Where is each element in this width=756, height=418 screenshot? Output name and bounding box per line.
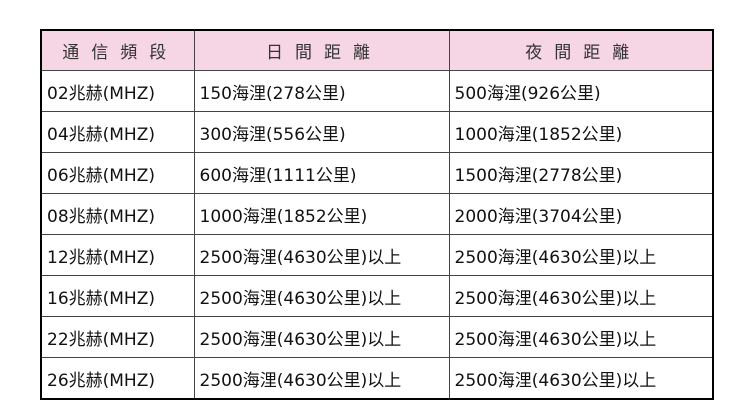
band-cell: 16兆赫(MHZ) <box>40 275 195 317</box>
night-range-cell: 1500海浬(2778公里) <box>448 152 714 194</box>
band-cell: 04兆赫(MHZ) <box>40 111 195 153</box>
frequency-range-table: 通信頻段 日間距離 夜間距離 02兆赫(MHZ) 150海浬(278公里) 500海… <box>40 29 714 400</box>
day-range-cell: 1000海浬(1852公里) <box>193 193 450 235</box>
band-cell: 08兆赫(MHZ) <box>40 193 195 235</box>
day-range-cell: 150海浬(278公里) <box>193 70 450 112</box>
table-row: 16兆赫(MHZ) 2500海浬(4630公里)以上 2500海浬(4630公里)以… <box>40 275 714 317</box>
day-range-cell: 300海浬(556公里) <box>193 111 450 153</box>
table-row: 06兆赫(MHZ) 600海浬(1111公里) 1500海浬(2778公里) <box>40 152 714 194</box>
table-row: 02兆赫(MHZ) 150海浬(278公里) 500海浬(926公里) <box>40 70 714 112</box>
header-row: 通信頻段 日間距離 夜間距離 <box>40 29 714 71</box>
night-range-cell: 2500海浬(4630公里)以上 <box>448 275 714 317</box>
table-row: 26兆赫(MHZ) 2500海浬(4630公里)以上 2500海浬(4630公里)以… <box>40 357 714 400</box>
table-row: 08兆赫(MHZ) 1000海浬(1852公里) 2000海浬(3704公里) <box>40 193 714 235</box>
table-row: 04兆赫(MHZ) 300海浬(556公里) 1000海浬(1852公里) <box>40 111 714 153</box>
day-range-cell: 2500海浬(4630公里)以上 <box>193 234 450 276</box>
band-cell: 26兆赫(MHZ) <box>40 357 195 400</box>
day-range-cell: 2500海浬(4630公里)以上 <box>193 275 450 317</box>
night-range-cell: 1000海浬(1852公里) <box>448 111 714 153</box>
header-band: 通信頻段 <box>40 29 195 71</box>
header-night-range: 夜間距離 <box>448 29 714 71</box>
band-cell: 22兆赫(MHZ) <box>40 316 195 358</box>
night-range-cell: 2000海浬(3704公里) <box>448 193 714 235</box>
header-day-range: 日間距離 <box>193 29 450 71</box>
night-range-cell: 2500海浬(4630公里)以上 <box>448 316 714 358</box>
day-range-cell: 600海浬(1111公里) <box>193 152 450 194</box>
night-range-cell: 2500海浬(4630公里)以上 <box>448 234 714 276</box>
table-row: 12兆赫(MHZ) 2500海浬(4630公里)以上 2500海浬(4630公里)以… <box>40 234 714 276</box>
night-range-cell: 500海浬(926公里) <box>448 70 714 112</box>
day-range-cell: 2500海浬(4630公里)以上 <box>193 357 450 400</box>
night-range-cell: 2500海浬(4630公里)以上 <box>448 357 714 400</box>
band-cell: 06兆赫(MHZ) <box>40 152 195 194</box>
table-row: 22兆赫(MHZ) 2500海浬(4630公里)以上 2500海浬(4630公里)以… <box>40 316 714 358</box>
band-cell: 12兆赫(MHZ) <box>40 234 195 276</box>
day-range-cell: 2500海浬(4630公里)以上 <box>193 316 450 358</box>
band-cell: 02兆赫(MHZ) <box>40 70 195 112</box>
